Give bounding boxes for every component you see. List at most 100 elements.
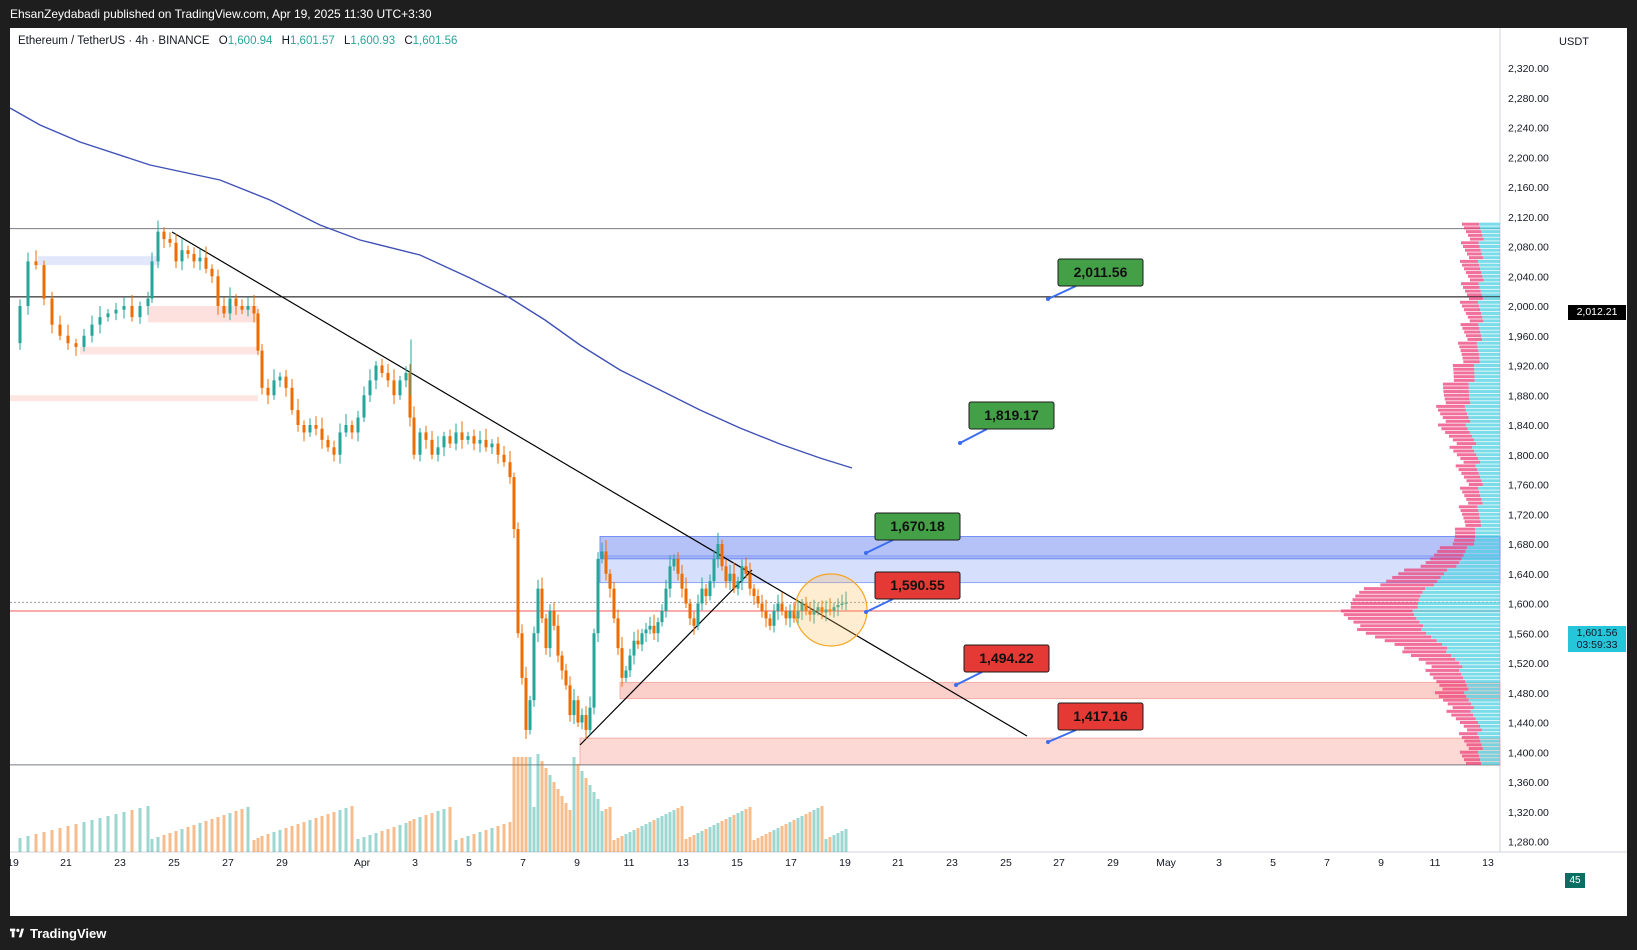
volume-bar bbox=[478, 832, 482, 852]
volume-profile-bar-down bbox=[1463, 516, 1480, 520]
volume-profile-bar-up bbox=[1479, 245, 1500, 248]
candle-body bbox=[26, 261, 30, 306]
candle-body bbox=[418, 432, 422, 455]
volume-profile-bar-up bbox=[1478, 323, 1500, 327]
volume-bar bbox=[122, 812, 126, 852]
candle-body bbox=[700, 588, 704, 604]
price-axis-tick: 1,960.00 bbox=[1508, 331, 1549, 343]
volume-bar bbox=[520, 757, 524, 852]
price-axis-tick: 2,200.00 bbox=[1508, 152, 1549, 164]
volume-profile-bar-down bbox=[1455, 464, 1476, 468]
volume-bar bbox=[174, 831, 178, 852]
candle-body bbox=[460, 432, 464, 440]
volume-bar bbox=[162, 835, 166, 852]
volume-profile-bar-down bbox=[1469, 278, 1484, 282]
volume-bar bbox=[712, 825, 716, 852]
volume-profile-bar-up bbox=[1468, 687, 1500, 691]
candle-body bbox=[776, 603, 780, 611]
volume-profile-bar-up bbox=[1447, 568, 1500, 572]
volume-bar bbox=[600, 811, 604, 852]
volume-bar bbox=[608, 807, 612, 852]
volume-profile-bar-down bbox=[1436, 404, 1465, 408]
volume-bar bbox=[776, 828, 780, 852]
volume-bar bbox=[246, 807, 250, 852]
volume-profile-bar-down bbox=[1441, 427, 1468, 431]
time-axis-tick: 21 bbox=[892, 857, 904, 869]
volume-profile-bar-up bbox=[1459, 561, 1500, 565]
symbol-legend: Ethereum / TetherUS · 4h · BINANCE O1,60… bbox=[18, 35, 457, 47]
volume-profile-bar-up bbox=[1481, 761, 1500, 765]
chart-frame[interactable] bbox=[10, 28, 1627, 916]
volume-profile-bar-down bbox=[1459, 345, 1478, 349]
volume-profile-bar-down bbox=[1360, 624, 1424, 628]
annotation-label-text: 1,590.55 bbox=[890, 577, 945, 593]
annotation-label-text: 1,819.17 bbox=[984, 407, 1039, 423]
volume-bar bbox=[398, 825, 402, 852]
price-axis-tick: 2,080.00 bbox=[1508, 242, 1549, 254]
annotation-label-text: 1,494.22 bbox=[979, 650, 1034, 666]
time-axis-tick: 23 bbox=[114, 857, 126, 869]
candle-body bbox=[90, 324, 94, 336]
volume-profile-bar-up bbox=[1473, 713, 1500, 717]
moving-average-line bbox=[9, 107, 853, 469]
candle-body bbox=[362, 395, 366, 418]
brand-name[interactable]: TradingView bbox=[30, 925, 107, 941]
candle-body bbox=[412, 417, 416, 455]
volume-tag: 45 bbox=[1565, 873, 1585, 888]
volume-profile-bar-down bbox=[1442, 382, 1469, 386]
volume-bar bbox=[90, 820, 94, 852]
candle-body bbox=[676, 558, 680, 574]
volume-profile-bar-down bbox=[1466, 479, 1482, 483]
volume-bar bbox=[552, 782, 556, 852]
price-axis-unit[interactable]: USDT bbox=[1559, 36, 1589, 48]
volume-profile-bar-up bbox=[1480, 308, 1500, 312]
volume-profile-bar-down bbox=[1461, 352, 1479, 356]
volume-bar bbox=[240, 809, 244, 852]
volume-profile-bar-down bbox=[1384, 639, 1437, 643]
volume-profile-bar-up bbox=[1480, 330, 1500, 334]
volume-profile-bar-down bbox=[1463, 475, 1481, 479]
ascending-trendline bbox=[579, 569, 753, 746]
volume-profile-bar-down bbox=[1464, 226, 1481, 230]
candle-body bbox=[466, 436, 470, 440]
price-axis-tick: 1,760.00 bbox=[1508, 480, 1549, 492]
volume-profile-bar-down bbox=[1456, 453, 1477, 457]
volume-bar bbox=[788, 822, 792, 852]
volume-profile-bar-up bbox=[1465, 408, 1500, 412]
candle-body bbox=[668, 566, 672, 589]
candle-body bbox=[632, 640, 636, 656]
volume-profile-bar-down bbox=[1443, 393, 1470, 397]
volume-profile-bar-down bbox=[1444, 397, 1470, 401]
volume-profile-bar-up bbox=[1482, 256, 1500, 260]
volume-profile-bar-down bbox=[1445, 430, 1470, 434]
volume-profile-bar-up bbox=[1482, 747, 1500, 751]
volume-profile-bar-down bbox=[1365, 631, 1427, 635]
candle-body bbox=[114, 309, 118, 314]
volume-profile-bar-down bbox=[1386, 579, 1438, 583]
volume-profile-bar-down bbox=[1439, 546, 1467, 550]
volume-profile-bar-up bbox=[1470, 401, 1500, 405]
candle-body bbox=[338, 432, 342, 455]
candle-body bbox=[832, 607, 836, 611]
volume-profile-bar-up bbox=[1418, 598, 1500, 602]
symbol-name[interactable]: Ethereum / TetherUS · 4h · BINANCE bbox=[18, 35, 210, 47]
volume-profile-bar-down bbox=[1443, 698, 1469, 702]
volume-bar bbox=[204, 821, 208, 852]
volume-profile-bar-down bbox=[1464, 330, 1481, 334]
candle-body bbox=[788, 610, 792, 619]
candle-body bbox=[442, 436, 446, 448]
volume-profile-bar-up bbox=[1456, 564, 1500, 568]
volume-profile-bar-up bbox=[1477, 300, 1500, 304]
candle-body bbox=[234, 298, 238, 306]
candle-body bbox=[636, 640, 640, 645]
volume-bar bbox=[644, 824, 648, 852]
volume-profile-bar-up bbox=[1468, 386, 1500, 390]
candle-body bbox=[724, 566, 728, 582]
candle-body bbox=[560, 655, 564, 671]
candle-body bbox=[728, 573, 732, 582]
price-axis-tick: 1,520.00 bbox=[1508, 658, 1549, 670]
candle-body bbox=[408, 372, 412, 418]
annotation-label-text: 2,011.56 bbox=[1074, 264, 1128, 280]
candle-body bbox=[648, 625, 652, 630]
